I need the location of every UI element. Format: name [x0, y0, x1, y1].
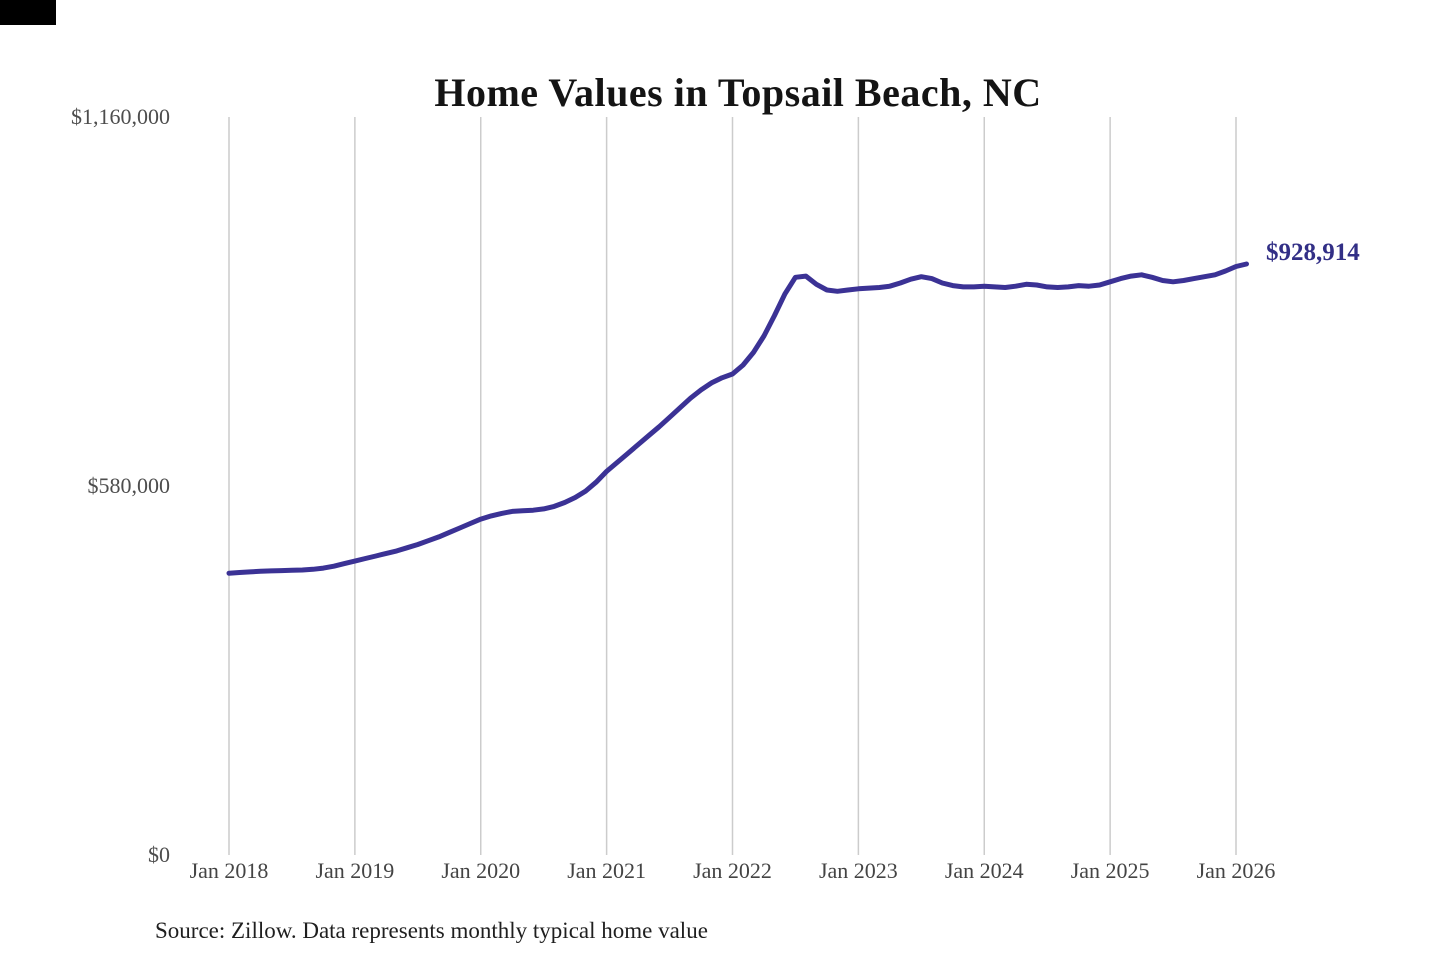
x-axis-tick-label: Jan 2022 — [693, 858, 772, 883]
x-axis-tick-label: Jan 2025 — [1070, 858, 1150, 883]
latest-value-label: $928,914 — [1266, 239, 1360, 266]
x-axis-tick-label: Jan 2023 — [818, 858, 898, 883]
y-axis-tick-label: $580,000 — [87, 473, 171, 498]
x-axis-tick-label: Jan 2021 — [567, 858, 647, 883]
y-axis-tick-label: $1,160,000 — [71, 104, 170, 129]
x-axis-tick-label: Jan 2019 — [315, 858, 395, 883]
vertical-gridlines — [228, 117, 1237, 855]
chart-title: Home Values in Topsail Beach, NC — [434, 69, 1042, 115]
home-value-line — [226, 261, 1249, 576]
source-note: Source: Zillow. Data represents monthly … — [155, 918, 708, 943]
x-axis-tick-label: Jan 2024 — [944, 858, 1024, 883]
x-axis-tick-label: Jan 2018 — [189, 858, 269, 883]
x-axis-tick-label: Jan 2026 — [1196, 858, 1276, 883]
screenshot-artifact-bar — [0, 0, 56, 25]
x-axis-tick-label: Jan 2020 — [441, 858, 521, 883]
y-axis-tick-label: $0 — [148, 842, 170, 867]
